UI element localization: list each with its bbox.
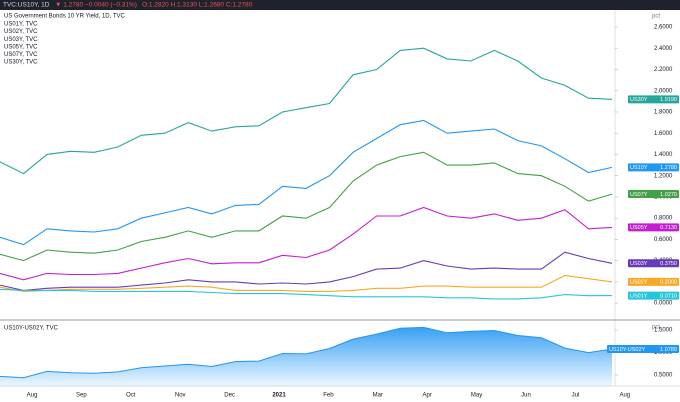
series-line: [0, 47, 613, 175]
legend-entry: US01Y, TVC: [4, 22, 38, 28]
area-fill: [0, 327, 612, 386]
y-tick-label: 1.6000: [654, 131, 673, 137]
legend-entry: US02Y, TVC: [4, 29, 38, 35]
x-tick-label: Jul: [572, 393, 580, 399]
x-tick-label: Aug: [619, 393, 630, 399]
series-line: [0, 274, 613, 292]
series-line: [0, 288, 613, 300]
x-tick-label: 2021: [272, 393, 286, 399]
badge: [628, 223, 679, 232]
y-tick-label: 2.4000: [654, 46, 673, 52]
badge-name: US10Y: [630, 165, 648, 171]
area-line: [0, 326, 613, 379]
legend-title: US Government Bonds 10 YR Yield, 1D, TVC: [4, 14, 126, 20]
badge: [628, 277, 679, 286]
y-tick-label: 0.8000: [654, 216, 673, 222]
x-tick-label: Apr: [423, 393, 432, 399]
series-line: [0, 151, 613, 262]
legend-entry: US05Y, TVC: [4, 44, 38, 50]
badge-name: US10Y-US02Y: [609, 347, 646, 353]
legend-entry: US03Y, TVC: [4, 37, 38, 43]
x-tick-label: Sep: [76, 393, 87, 399]
x-tick-label: Mar: [373, 393, 383, 399]
header-ohlc: O:1.2820 H:1.3130 L:1.2680 C:1.2780: [142, 2, 253, 9]
pane-title: US10Y-US02Y, TVC: [4, 326, 59, 332]
badge-name: US30Y: [630, 97, 648, 103]
y-tick-label: 1.5000: [654, 328, 673, 334]
badge: [628, 259, 679, 268]
x-tick-label: Dec: [224, 393, 235, 399]
badge-value: 1.0780: [660, 347, 677, 353]
badge-value: 0.2000: [660, 280, 677, 286]
x-tick-label: May: [471, 393, 482, 399]
y-tick-label: 1.2000: [654, 173, 673, 179]
y-tick-label: 2.0000: [654, 88, 673, 94]
badge: [628, 95, 679, 104]
x-tick-label: Oct: [126, 393, 136, 399]
badge-value: 0.0710: [660, 293, 677, 299]
badge: [628, 291, 679, 300]
badge-value: 1.9190: [660, 97, 677, 103]
series-line: [0, 119, 613, 246]
header-change: ▼ 1.2780 −0.0040 (−0.31%): [55, 2, 137, 9]
badge: [628, 190, 679, 199]
y-tick-label: 0.0000: [654, 301, 673, 307]
series-line: [0, 251, 613, 291]
x-tick-label: Nov: [175, 393, 186, 399]
badge-value: 1.0270: [660, 192, 677, 198]
badge: [628, 163, 679, 172]
x-tick-label: Jun: [521, 393, 531, 399]
badge-name: US03Y: [630, 261, 648, 267]
badge-name: US02Y: [630, 280, 648, 286]
x-tick-label: Feb: [323, 393, 334, 399]
badge-value: 0.3750: [660, 261, 677, 267]
y-tick-label: 2.6000: [654, 25, 673, 31]
y-tick-label: 0.6000: [654, 237, 673, 243]
header-bar: [0, 0, 680, 10]
legend-entry: US30Y, TVC: [4, 60, 38, 66]
x-tick-label: Aug: [27, 393, 38, 399]
badge-value: 0.7130: [660, 225, 677, 231]
y-tick-label: 1.4000: [654, 152, 673, 158]
y-tick-label: 1.8000: [654, 110, 673, 116]
legend-entry: US07Y, TVC: [4, 52, 38, 58]
series-line: [0, 206, 613, 281]
badge-name: US05Y: [630, 225, 648, 231]
badge-name: US07Y: [630, 192, 648, 198]
y-axis-unit: pct: [652, 325, 660, 331]
y-tick-label: 2.2000: [654, 67, 673, 73]
badge-name: US01Y: [630, 293, 648, 299]
y-axis-unit: pct: [652, 14, 660, 20]
y-tick-label: 1.0000: [654, 350, 673, 356]
badge: [607, 345, 679, 354]
badge-value: 1.2780: [660, 165, 677, 171]
y-tick-label: 0.5000: [654, 373, 673, 379]
header-symbol: TVC:US10Y, 1D: [3, 2, 50, 9]
